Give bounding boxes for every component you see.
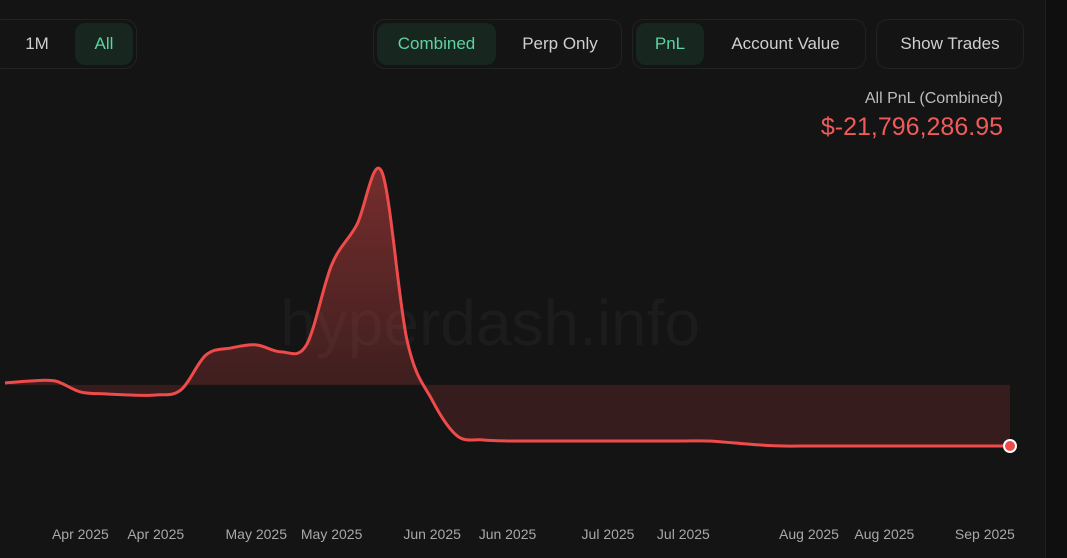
- metric-group: [632, 19, 866, 69]
- chart: hyperdash.info All PnL (Combined) $-21,7…: [4, 90, 1017, 542]
- metric-button[interactable]: Account Value: [731, 34, 840, 53]
- area-down: [65, 384, 1010, 447]
- x-tick-label: Jun 2025: [403, 526, 461, 542]
- x-tick-label: Apr 2025: [127, 526, 184, 542]
- x-tick-label: Jun 2025: [479, 526, 537, 542]
- mode-button[interactable]: Perp Only: [522, 34, 598, 53]
- summary-label: All PnL (Combined): [865, 90, 1003, 107]
- mode-group: [373, 19, 622, 69]
- range-group: [0, 19, 137, 69]
- summary-value: $-21,796,286.95: [821, 113, 1003, 141]
- x-tick-label: Apr 2025: [52, 526, 109, 542]
- x-tick-label: May 2025: [226, 526, 288, 542]
- x-tick-label: Aug 2025: [854, 526, 914, 542]
- trades-group: [876, 19, 1024, 69]
- mode-button[interactable]: Combined: [377, 23, 496, 65]
- end-point: [1003, 438, 1017, 453]
- x-tick-label: Jul 2025: [582, 526, 635, 542]
- metric-button[interactable]: PnL: [636, 23, 704, 65]
- range-button[interactable]: 1M: [25, 34, 49, 53]
- range-button[interactable]: All: [75, 23, 133, 65]
- x-tick-label: May 2025: [301, 526, 363, 542]
- x-tick-label: Aug 2025: [779, 526, 839, 542]
- x-tick-label: Jul 2025: [657, 526, 710, 542]
- trades-button[interactable]: Show Trades: [900, 34, 1000, 53]
- x-tick-label: Sep 2025: [955, 526, 1015, 542]
- line: [4, 166, 1011, 448]
